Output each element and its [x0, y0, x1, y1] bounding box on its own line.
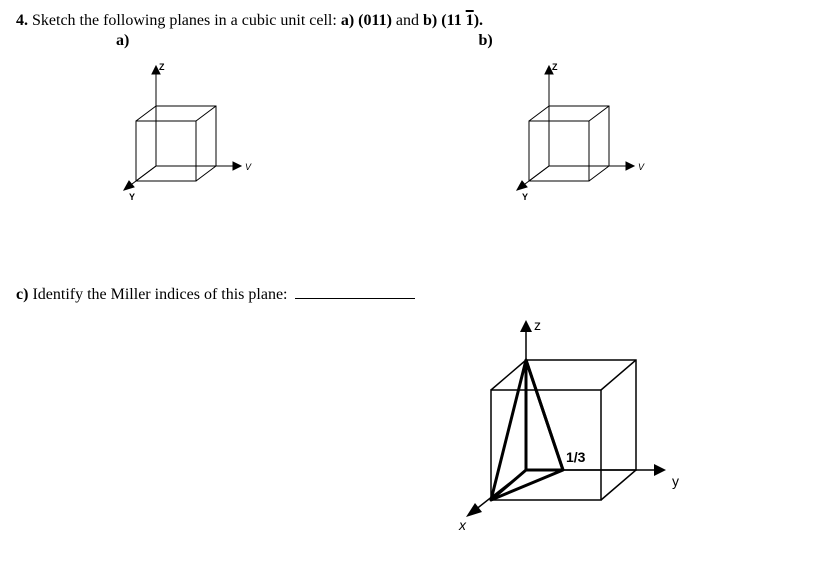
part-a-label: a) (011)	[341, 12, 392, 29]
cube-c: z y x 1/3	[386, 310, 706, 540]
q-number: 4.	[16, 12, 28, 29]
cube-c-wrap: z y x 1/3	[386, 310, 801, 540]
q-prompt: Sketch the following planes in a cubic u…	[32, 12, 341, 29]
question-line: 4. Sketch the following planes in a cubi…	[16, 12, 801, 30]
axis-x-lc: x	[458, 517, 467, 533]
cube-a-cell: Z V Y	[16, 56, 409, 206]
axis-z: Z	[159, 62, 165, 72]
answer-blank	[295, 298, 415, 299]
part-c-line: c) Identify the Miller indices of this p…	[16, 286, 801, 304]
fraction-label: 1/3	[566, 449, 586, 465]
axis-v: V	[638, 162, 645, 172]
part-b-label: b) (11 1).	[423, 12, 483, 29]
axis-v: V	[245, 162, 252, 172]
part-c-label: c)	[16, 286, 28, 303]
cube-b: Z V Y	[409, 56, 709, 206]
axis-y-lc: y	[672, 473, 679, 489]
part-c-text: Identify the Miller indices of this plan…	[32, 286, 287, 303]
axis-y: Y	[522, 192, 528, 202]
q-and: and	[396, 12, 423, 29]
axis-y: Y	[129, 192, 135, 202]
axis-z-lc: z	[534, 317, 541, 333]
cubes-row: Z V Y Z V Y	[16, 56, 801, 206]
ab-heading-row: a) b)	[16, 32, 801, 50]
cube-a: Z V Y	[16, 56, 316, 206]
cube-b-cell: Z V Y	[409, 56, 802, 206]
sub-a-heading: a)	[16, 32, 409, 50]
axis-z: Z	[552, 62, 558, 72]
sub-b-heading: b)	[409, 32, 802, 50]
